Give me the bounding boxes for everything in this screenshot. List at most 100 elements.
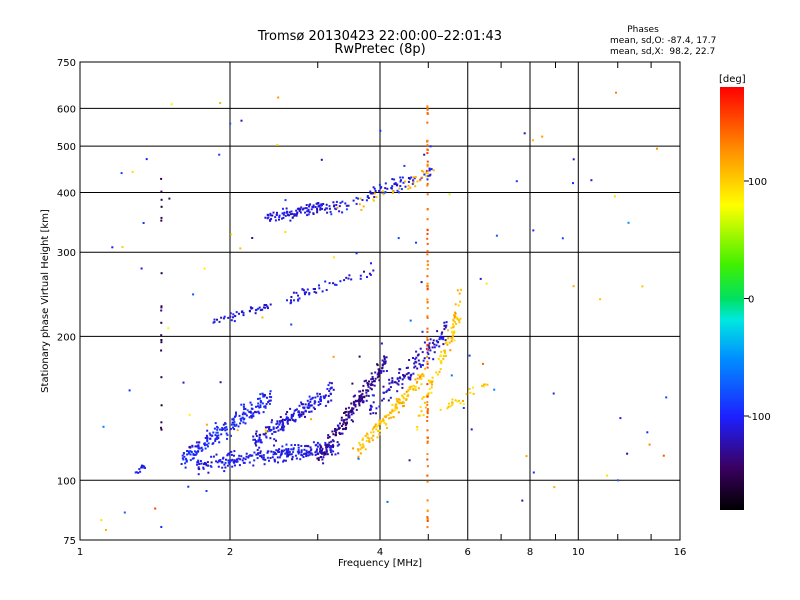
data-point: [377, 371, 380, 374]
data-point: [372, 269, 375, 272]
data-point: [426, 408, 429, 411]
data-point: [195, 452, 198, 455]
data-point: [160, 334, 163, 337]
data-point: [257, 453, 260, 456]
data-point: [226, 464, 229, 467]
data-point: [269, 392, 271, 395]
data-point: [245, 452, 248, 455]
data-point: [180, 463, 183, 465]
data-point: [233, 461, 236, 464]
data-point: [221, 427, 224, 429]
data-point: [233, 454, 235, 457]
data-point: [255, 432, 257, 435]
data-point: [276, 211, 278, 214]
data-point: [363, 270, 365, 273]
data-point: [198, 447, 201, 450]
data-point: [295, 291, 298, 294]
data-point: [443, 328, 446, 331]
data-point: [412, 176, 415, 179]
data-point: [330, 382, 333, 385]
data-point: [272, 211, 275, 214]
data-point: [262, 395, 265, 398]
data-point: [438, 345, 441, 348]
data-point: [205, 490, 208, 492]
data-point: [441, 331, 444, 334]
data-point: [270, 217, 273, 220]
data-point: [212, 455, 215, 458]
data-point: [345, 421, 348, 424]
data-point: [160, 190, 163, 193]
data-point: [438, 336, 441, 339]
data-point: [344, 411, 347, 413]
data-point: [361, 401, 364, 403]
data-point: [324, 444, 327, 446]
data-point: [308, 410, 311, 413]
data-point: [402, 181, 405, 184]
data-point: [307, 213, 310, 216]
data-point: [590, 179, 593, 182]
data-point: [440, 337, 443, 340]
data-point: [235, 311, 238, 314]
data-point: [426, 420, 429, 422]
data-point: [355, 408, 358, 411]
data-point: [266, 213, 269, 216]
data-point: [249, 306, 252, 309]
data-point: [263, 463, 266, 466]
data-point: [343, 279, 346, 282]
data-point: [250, 403, 253, 406]
data-point: [221, 461, 224, 464]
data-point: [350, 278, 353, 281]
data-point: [223, 426, 226, 429]
data-point: [198, 441, 201, 444]
data-point: [387, 399, 390, 402]
data-point: [407, 389, 410, 392]
data-point: [383, 421, 386, 424]
data-point: [310, 208, 313, 211]
data-point: [416, 367, 419, 370]
data-point: [426, 208, 429, 210]
data-point: [357, 449, 360, 452]
y-tick-label: 400: [57, 188, 76, 199]
data-point: [224, 466, 227, 469]
data-point: [426, 336, 429, 339]
data-point: [531, 139, 534, 142]
data-point: [317, 404, 320, 407]
data-point: [456, 289, 459, 292]
data-point: [369, 192, 372, 195]
data-point: [352, 420, 354, 423]
data-point: [219, 459, 222, 462]
data-point: [372, 186, 375, 189]
data-point: [240, 119, 243, 122]
data-point: [207, 471, 210, 474]
data-point: [232, 417, 235, 420]
data-point: [308, 395, 311, 398]
data-point: [218, 320, 221, 323]
data-point: [234, 424, 237, 427]
data-point: [244, 413, 247, 416]
data-point: [191, 444, 194, 447]
data-point: [646, 431, 649, 434]
data-point: [322, 395, 325, 398]
data-point: [397, 380, 400, 383]
data-point: [429, 173, 432, 176]
data-point: [360, 209, 363, 211]
data-point: [411, 182, 414, 185]
data-point: [203, 442, 206, 445]
data-point: [380, 342, 383, 345]
data-point: [352, 402, 355, 405]
data-point: [244, 422, 247, 425]
data-point: [419, 414, 422, 417]
data-point: [256, 457, 259, 460]
data-point: [451, 336, 454, 339]
data-point: [404, 185, 407, 188]
stats-header: Phases: [627, 25, 659, 35]
data-point: [458, 321, 461, 324]
data-point: [286, 210, 288, 213]
data-point: [328, 207, 331, 210]
data-point: [160, 426, 162, 429]
data-point: [426, 499, 429, 502]
data-point: [298, 413, 301, 416]
data-point: [314, 401, 317, 404]
data-point: [401, 383, 404, 386]
data-point: [212, 321, 215, 324]
